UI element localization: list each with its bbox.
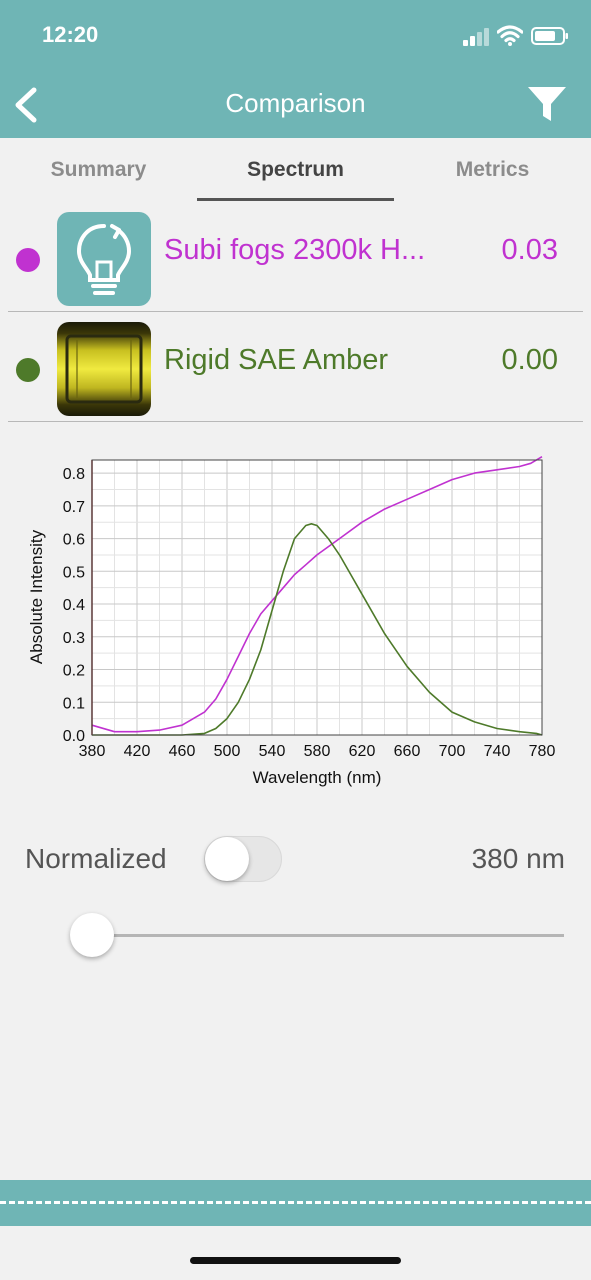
x-tick-label: 420 [124,743,151,760]
x-tick-label: 500 [214,743,241,760]
y-tick-label: 0.8 [63,466,85,483]
toggle-knob [205,837,249,881]
page-title: Comparison [225,88,366,118]
wavelength-readout: 380 nm [471,843,565,874]
x-tick-label: 620 [349,743,376,760]
normalized-toggle[interactable] [204,836,282,882]
back-chevron-icon[interactable] [8,84,44,126]
home-indicator [190,1257,401,1264]
wavelength-slider-track[interactable] [90,934,564,937]
wifi-icon [497,25,523,46]
product-photo [57,322,151,416]
series-line-rigid-sae-amber [92,523,543,736]
y-tick-label: 0.1 [63,695,85,712]
active-tab-indicator [197,198,394,201]
x-tick-label: 780 [529,743,556,760]
divider [8,311,583,312]
y-axis-label: Absolute Intensity [27,529,46,664]
battery-icon [531,27,568,45]
filter-icon[interactable] [526,84,568,124]
y-tick-label: 0.4 [63,597,85,614]
plot-border [91,459,543,736]
y-tick-label: 0.7 [63,499,85,516]
list-item[interactable]: Rigid SAE Amber 0.00 [0,312,591,422]
footer-dashed-line [0,1201,591,1204]
series-color-dot [16,358,40,382]
y-tick-label: 0.0 [63,728,85,745]
y-tick-label: 0.3 [63,630,85,647]
list-item[interactable]: Subi fogs 2300k H... 0.03 [0,202,591,312]
x-tick-label: 740 [484,743,511,760]
y-tick-label: 0.6 [63,532,85,549]
series-color-dot [16,248,40,272]
item-value: 0.03 [501,234,558,266]
spectrum-chart: 380 420 460 500 540 580 620 660 700 740 780 0.0 0.1 0… [27,456,556,787]
tab-metrics[interactable]: Metrics [455,158,530,181]
header-bar: 12:20 Comparison [0,0,591,138]
x-tick-label: 380 [79,743,106,760]
x-tick-label: 660 [394,743,421,760]
y-tick-label: 0.5 [63,564,85,581]
wavelength-slider-knob[interactable] [70,913,114,957]
series-line-subi-fogs [91,456,543,733]
normalized-label: Normalized [25,843,167,874]
y-tick-label: 0.2 [63,663,85,680]
cellular-signal-icon [463,28,489,46]
item-name: Rigid SAE Amber [164,344,389,376]
divider [8,421,583,422]
tab-summary[interactable]: Summary [50,158,147,181]
x-tick-label: 700 [439,743,466,760]
x-tick-label: 580 [304,743,331,760]
x-tick-label: 460 [169,743,196,760]
x-tick-label: 540 [259,743,286,760]
footer-bar [0,1180,591,1226]
item-name: Subi fogs 2300k H... [164,234,426,266]
bulb-icon [57,212,151,306]
item-value: 0.00 [501,344,558,376]
x-axis-label: Wavelength (nm) [253,768,382,787]
status-time: 12:20 [42,22,99,47]
tab-bar: Summary Spectrum Metrics [0,138,591,202]
tab-spectrum[interactable]: Spectrum [247,158,344,181]
